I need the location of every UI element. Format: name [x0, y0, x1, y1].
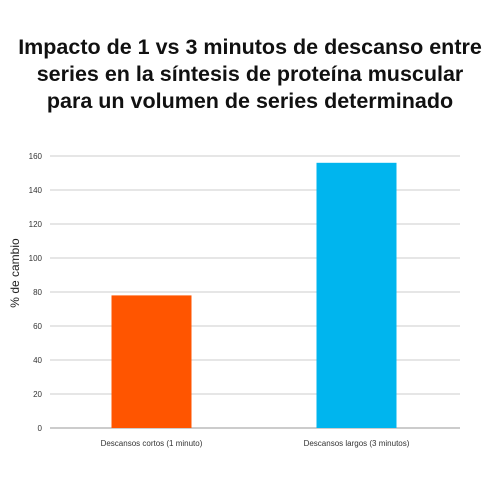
bars [111, 162, 397, 429]
chart-title: Impacto de 1 vs 3 minutos de descanso en… [18, 35, 482, 113]
x-category-label: Descansos largos (3 minutos) [304, 439, 410, 448]
y-tick-label: 20 [33, 390, 42, 399]
y-tick-label: 140 [29, 186, 43, 195]
y-tick-label: 0 [38, 424, 43, 433]
bar [316, 162, 397, 429]
y-tick-labels: 0 20 40 60 80 100 120 140 160 [29, 152, 43, 433]
x-category-label: Descansos cortos (1 minuto) [101, 439, 203, 448]
y-tick-label: 80 [33, 288, 42, 297]
y-tick-label: 60 [33, 322, 42, 331]
y-tick-label: 100 [29, 254, 43, 263]
y-tick-label: 40 [33, 356, 42, 365]
bar [111, 295, 192, 428]
x-category-labels: Descansos cortos (1 minuto) Descansos lar… [101, 439, 410, 448]
y-tick-label: 120 [29, 220, 43, 229]
y-axis-label: % de cambio [8, 238, 22, 308]
y-tick-label: 160 [29, 152, 43, 161]
